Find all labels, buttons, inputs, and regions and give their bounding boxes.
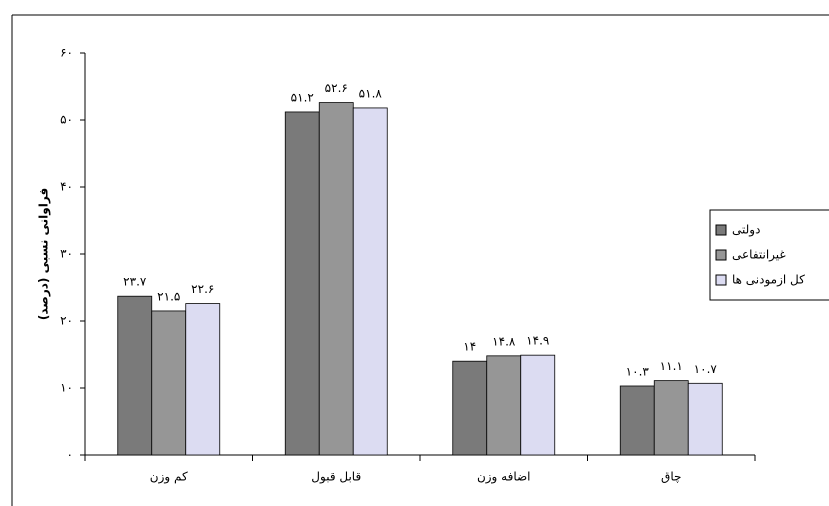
value-label: ۱۱.۱ <box>660 359 683 373</box>
y-tick-label: ۶۰ <box>60 46 73 60</box>
bar <box>151 310 187 456</box>
value-label: ۱۰.۷ <box>694 362 718 376</box>
value-label: ۱۴ <box>463 340 476 354</box>
y-tick-label: ۴۰ <box>60 180 73 194</box>
x-tick-label: قابل قبول <box>311 470 361 485</box>
legend-label: دولتی <box>732 223 760 238</box>
value-label: ۵۲.۶ <box>325 81 348 95</box>
y-tick-label: ۳۰ <box>60 247 73 261</box>
legend-box <box>709 209 829 301</box>
legend-label: غیرانتفاعی <box>732 248 786 263</box>
value-label: ۵۱.۲ <box>291 90 314 104</box>
legend-swatch <box>715 224 727 236</box>
bar <box>185 303 221 456</box>
bar <box>520 354 556 456</box>
x-tick-label: اضافه وزن <box>477 470 531 485</box>
y-tick-label: ۰ <box>67 448 73 462</box>
y-tick-label: ۲۰ <box>60 314 73 328</box>
bar <box>486 355 522 456</box>
bar <box>284 111 320 456</box>
value-label: ۱۰.۳ <box>626 364 650 378</box>
bar <box>619 385 655 456</box>
y-tick-label: ۱۰ <box>60 381 73 395</box>
legend-swatch <box>715 274 727 286</box>
value-label: ۲۳.۷ <box>123 275 147 289</box>
value-label: ۲۱.۵ <box>157 289 180 303</box>
legend-swatch <box>715 249 727 261</box>
x-tick-label: کم وزن <box>150 470 188 485</box>
bar <box>687 382 723 456</box>
value-label: ۲۲.۶ <box>191 282 214 296</box>
bar <box>318 102 354 456</box>
y-axis-label: فراوانی نسبی (درصد) <box>37 188 52 320</box>
bar <box>653 380 689 456</box>
value-label: ۱۴.۹ <box>526 334 549 348</box>
y-tick-label: ۵۰ <box>60 113 73 127</box>
x-tick-label: چاق <box>661 470 681 484</box>
bar <box>352 107 388 456</box>
value-label: ۱۴.۸ <box>492 334 516 348</box>
bar <box>452 360 488 456</box>
value-label: ۵۱.۸ <box>359 86 383 100</box>
legend-label: کل ازمودنی ها <box>732 273 805 288</box>
bar <box>117 295 153 456</box>
